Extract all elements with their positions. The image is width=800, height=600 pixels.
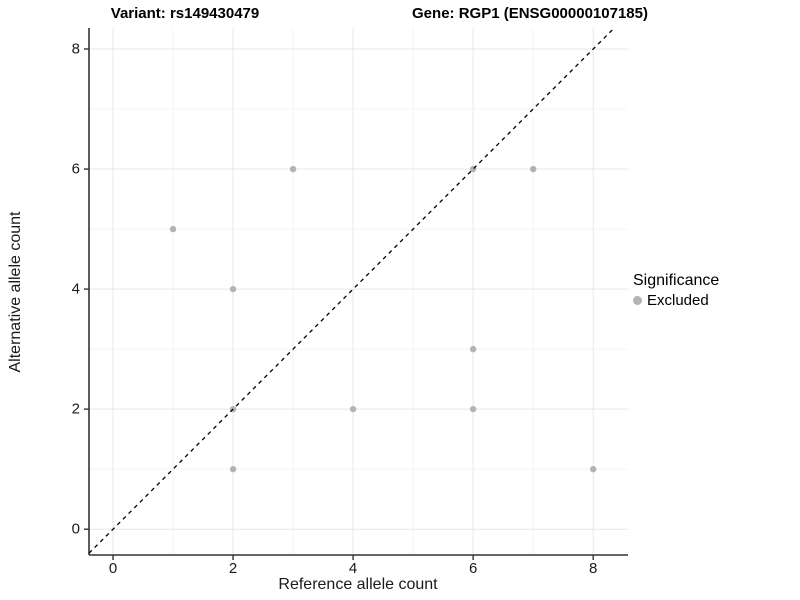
x-axis-label: Reference allele count xyxy=(278,576,438,593)
y-axis-label: Alternative allele count xyxy=(7,211,24,373)
y-tick-label: 0 xyxy=(71,520,80,538)
gene-title: Gene: RGP1 (ENSG00000107185) xyxy=(412,5,648,22)
x-tick-label: 6 xyxy=(468,560,478,577)
data-point xyxy=(289,165,297,173)
variant-title: Variant: rs149430479 xyxy=(110,5,260,22)
x-tick-label: 2 xyxy=(228,560,238,577)
data-point xyxy=(229,465,237,473)
legend: Significance Excluded xyxy=(633,272,719,309)
x-tick-label: 0 xyxy=(108,560,118,577)
y-tick-label: 2 xyxy=(71,400,80,418)
legend-item-label: Excluded xyxy=(647,292,709,309)
y-tick-label: 6 xyxy=(71,160,80,178)
y-tick-label: 8 xyxy=(71,40,80,58)
data-point xyxy=(469,345,477,353)
x-tick-label: 4 xyxy=(348,560,358,577)
x-tick-label: 8 xyxy=(589,560,598,577)
legend-title: Significance xyxy=(633,272,720,289)
data-point xyxy=(469,405,477,413)
legend-item: Excluded xyxy=(633,292,719,309)
data-point xyxy=(529,165,537,173)
data-point xyxy=(229,285,237,293)
legend-point-icon xyxy=(633,296,642,305)
data-point xyxy=(589,465,597,473)
y-tick-label: 4 xyxy=(71,280,80,298)
identity-line xyxy=(88,27,615,554)
data-point xyxy=(349,405,357,413)
data-point xyxy=(169,225,177,233)
legend-items: Excluded xyxy=(633,292,719,309)
